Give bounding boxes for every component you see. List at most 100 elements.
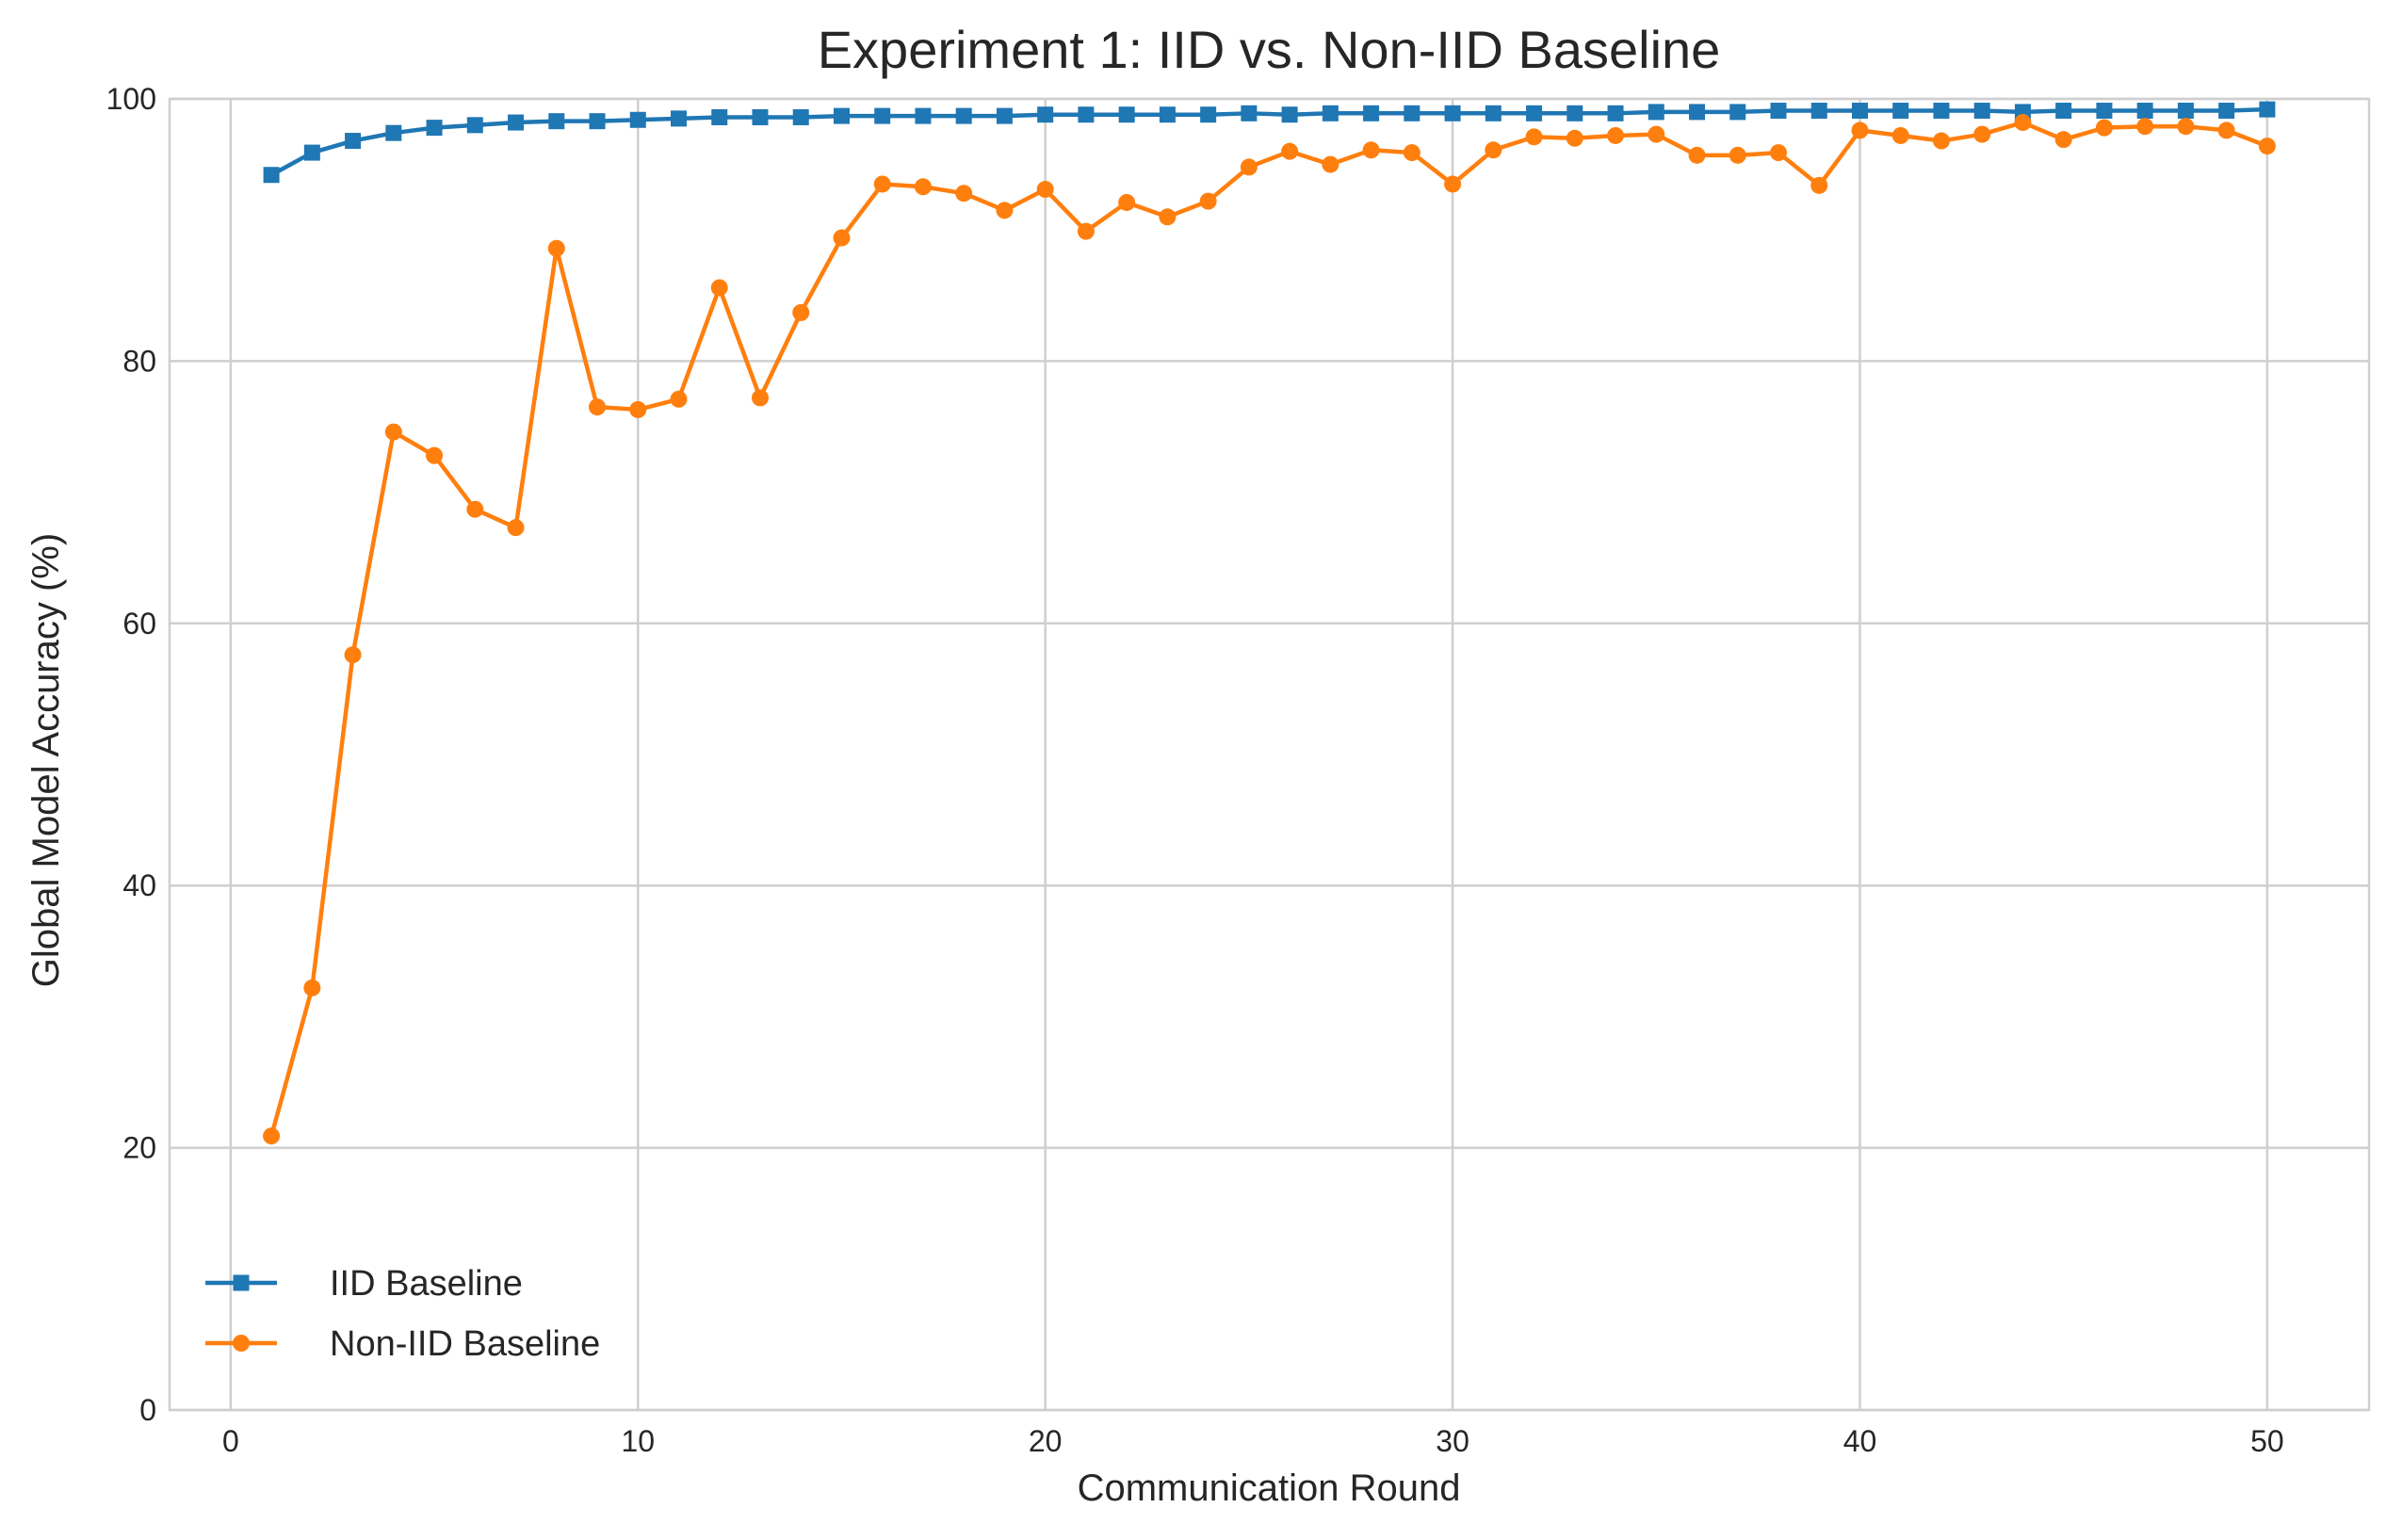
data-point xyxy=(2217,122,2235,139)
data-point xyxy=(1770,144,1788,162)
series-1 xyxy=(263,101,2276,184)
data-point xyxy=(670,390,688,408)
legend-item: Non-IID Baseline xyxy=(205,1324,600,1364)
data-point xyxy=(915,107,932,124)
data-point xyxy=(1892,103,1909,120)
data-point xyxy=(1281,106,1298,123)
data-point xyxy=(385,124,402,141)
data-point xyxy=(996,107,1013,124)
data-point xyxy=(1729,104,1746,121)
data-point xyxy=(1647,104,1664,121)
data-point xyxy=(384,423,402,441)
data-point xyxy=(1973,125,1991,143)
data-point xyxy=(955,185,973,203)
data-point xyxy=(1607,126,1625,144)
data-point xyxy=(671,110,688,127)
data-point xyxy=(1566,129,1583,147)
data-point xyxy=(2218,103,2235,120)
data-point xyxy=(792,108,809,125)
x-tick-label: 20 xyxy=(1029,1424,1063,1458)
data-point xyxy=(1200,106,1217,123)
data-point xyxy=(1607,105,1624,122)
x-tick-label: 30 xyxy=(1436,1424,1469,1458)
data-point xyxy=(1037,106,1054,123)
data-point xyxy=(2096,103,2113,120)
data-point xyxy=(833,229,851,247)
data-point xyxy=(426,446,444,464)
data-point xyxy=(1199,192,1217,210)
data-point xyxy=(874,107,891,124)
x-tick-label: 40 xyxy=(1843,1424,1877,1458)
legend-label: IID Baseline xyxy=(330,1264,523,1304)
data-point xyxy=(710,279,728,297)
data-point xyxy=(1362,141,1380,159)
data-point xyxy=(1077,222,1095,240)
data-point xyxy=(426,120,443,137)
data-point xyxy=(345,133,362,150)
data-point xyxy=(466,117,483,134)
chart-title: Experiment 1: IID vs. Non-IID Baseline xyxy=(818,20,1721,79)
legend: IID Baseline Non-IID Baseline xyxy=(205,1264,600,1364)
data-point xyxy=(1036,181,1054,199)
data-point xyxy=(1159,106,1176,123)
data-point xyxy=(2136,103,2153,120)
data-point xyxy=(1078,106,1095,123)
y-tick-label: 80 xyxy=(122,344,156,378)
data-point xyxy=(1241,105,1258,122)
data-point xyxy=(833,107,850,124)
data-point xyxy=(1810,176,1828,194)
data-point xyxy=(2177,118,2195,136)
data-point xyxy=(1932,132,1950,150)
data-point xyxy=(2258,138,2276,155)
data-point xyxy=(1566,105,1583,122)
data-point xyxy=(873,175,891,193)
data-point xyxy=(344,646,362,664)
data-point xyxy=(508,114,525,131)
data-point xyxy=(955,107,972,124)
data-point xyxy=(263,167,280,184)
data-point xyxy=(1770,103,1787,120)
data-point xyxy=(303,144,320,161)
data-point xyxy=(2055,103,2072,120)
series-layer xyxy=(263,101,2276,1145)
data-point xyxy=(2014,114,2032,132)
data-point xyxy=(1118,106,1135,123)
data-point xyxy=(1444,105,1461,122)
data-point xyxy=(1444,175,1462,193)
y-tick-label: 40 xyxy=(122,868,156,902)
data-point xyxy=(547,239,565,257)
data-point xyxy=(1729,146,1746,164)
legend-item: IID Baseline xyxy=(205,1264,523,1304)
data-point xyxy=(1647,125,1665,143)
y-tick-label: 20 xyxy=(122,1131,156,1165)
x-tick-label: 10 xyxy=(621,1424,655,1458)
data-point xyxy=(996,202,1014,219)
legend-swatch-marker xyxy=(233,1335,250,1352)
data-point xyxy=(1281,142,1299,160)
data-point xyxy=(1891,126,1909,144)
legend-label: Non-IID Baseline xyxy=(330,1324,600,1364)
data-point xyxy=(1240,158,1258,176)
data-point xyxy=(2054,131,2072,149)
x-tick-label: 0 xyxy=(222,1424,239,1458)
series-2 xyxy=(263,114,2276,1145)
y-axis-label: Global Model Accuracy (%) xyxy=(25,533,67,987)
data-point xyxy=(2177,103,2194,120)
data-point xyxy=(1485,105,1501,122)
y-tick-label: 0 xyxy=(139,1393,156,1427)
y-tick-label: 100 xyxy=(106,82,156,116)
y-tick-label: 60 xyxy=(122,607,156,640)
data-point xyxy=(2259,101,2276,118)
x-axis-label: Communication Round xyxy=(1078,1467,1461,1509)
data-point xyxy=(1403,144,1420,162)
data-point xyxy=(752,108,769,125)
data-point xyxy=(792,303,810,321)
data-point xyxy=(1526,105,1543,122)
data-point xyxy=(1322,155,1339,173)
data-point xyxy=(1525,128,1543,146)
plot-frame xyxy=(168,97,2371,1412)
data-point xyxy=(711,108,728,125)
legend-swatch-marker xyxy=(233,1274,250,1291)
data-point xyxy=(914,178,932,196)
